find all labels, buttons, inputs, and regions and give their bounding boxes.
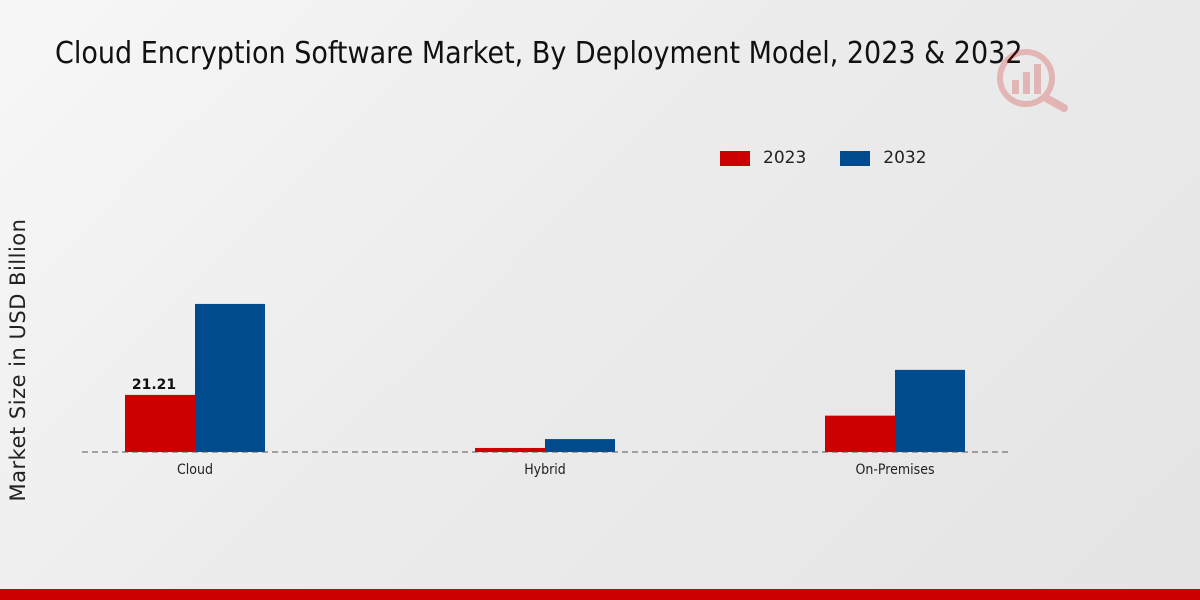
bar-2032-hybrid	[545, 439, 615, 452]
x-tick-label-on-premises: On-Premises	[855, 462, 934, 478]
legend-item-2032: 2032	[840, 148, 927, 168]
bar-2032-on-premises	[895, 369, 965, 452]
bar-2023-cloud	[125, 394, 195, 452]
bar-2023-on-premises	[825, 415, 895, 452]
chart-title: Cloud Encryption Software Market, By Dep…	[55, 36, 1023, 71]
x-tick-label-hybrid: Hybrid	[524, 462, 566, 478]
legend-label-2023: 2023	[763, 148, 807, 168]
bar-2032-cloud	[195, 303, 265, 452]
legend-item-2023: 2023	[720, 148, 806, 168]
bar-chart-magnifier-icon	[997, 49, 1068, 112]
data-label-2023-cloud: 21.21	[132, 377, 176, 393]
legend-swatch-2023	[720, 150, 750, 166]
legend-swatch-2032	[840, 150, 871, 166]
bar-2023-hybrid	[475, 447, 545, 452]
x-tick-label-cloud: Cloud	[177, 462, 213, 478]
legend: 2023 2032	[720, 148, 961, 168]
legend-label-2032: 2032	[883, 148, 927, 168]
footer-bar	[0, 589, 1200, 600]
